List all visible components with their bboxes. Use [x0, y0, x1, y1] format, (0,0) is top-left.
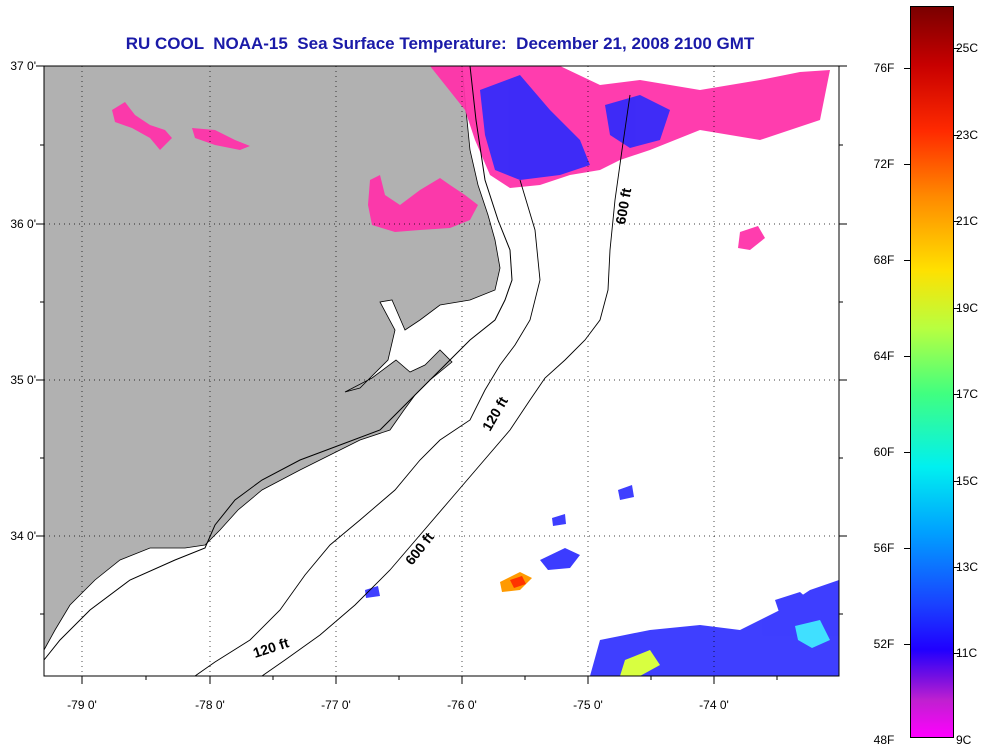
lat-label-36: 36 0' — [10, 217, 36, 231]
colorbar-c-23: 23C — [956, 128, 979, 142]
colorbar-f-52: 52F — [873, 637, 895, 651]
colorbar-c-17: 17C — [956, 387, 979, 401]
map-title: RU COOL NOAA-15 Sea Surface Temperature:… — [125, 34, 755, 53]
sst-cool-patches — [365, 75, 839, 676]
axis-ticks — [36, 65, 847, 684]
isobath-120ft — [194, 179, 541, 677]
colorbar-f-64: 64F — [873, 349, 895, 363]
lat-label-37: 37 0' — [10, 59, 36, 73]
lat-label-35: 35 0' — [10, 373, 36, 387]
coastline — [43, 65, 513, 661]
colorbar-f-48: 48F — [873, 733, 895, 747]
colorbar-c-21: 21C — [956, 214, 979, 228]
colorbar-c-25: 25C — [956, 41, 979, 55]
colorbar-c-11: 11C — [956, 646, 978, 660]
lon-label-78: -78 0' — [195, 698, 225, 712]
colorbar-c-15: 15C — [956, 474, 979, 488]
lat-label-34: 34 0' — [10, 529, 36, 543]
map-frame — [43, 65, 840, 677]
lon-label-75: -75 0' — [573, 698, 603, 712]
colorbar-f-60: 60F — [873, 445, 895, 459]
colorbar-c-13: 13C — [956, 560, 979, 574]
lon-label-77: -77 0' — [321, 698, 351, 712]
isobath-600ft — [261, 94, 631, 677]
colorbar-f-76: 76F — [873, 61, 895, 75]
colorbar-c-9: 9C — [956, 733, 972, 747]
isobath-label-600-north: 600 ft — [612, 186, 634, 225]
colorbar-f-68: 68F — [873, 253, 895, 267]
lon-label-76: -76 0' — [447, 698, 477, 712]
sst-warm-patches — [500, 548, 830, 676]
temperature-colorbar — [910, 6, 954, 738]
lon-label-79: -79 0' — [67, 698, 97, 712]
graticule — [44, 66, 839, 676]
colorbar-f-72: 72F — [873, 157, 895, 171]
colorbar-c-19: 19C — [956, 301, 979, 315]
colorbar-f-56: 56F — [873, 541, 895, 555]
lon-label-74: -74 0' — [699, 698, 729, 712]
